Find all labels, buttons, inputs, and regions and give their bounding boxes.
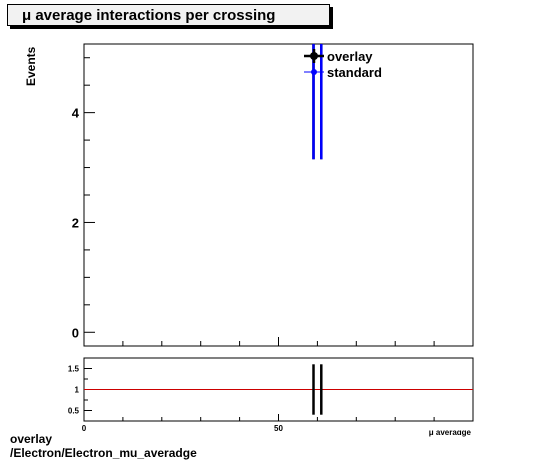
footer-line-2: /Electron/Electron_mu_averadge: [10, 446, 197, 460]
ratio-x-tick-label: 50: [274, 424, 283, 433]
footer-label: overlay /Electron/Electron_mu_averadge: [10, 432, 197, 460]
ratio-y-tick-label: 0.5: [68, 407, 80, 416]
legend-label-overlay: overlay: [327, 49, 373, 64]
title-box: μ average interactions per crossing: [7, 4, 330, 26]
ratio-y-tick-label: 1.5: [68, 365, 80, 374]
y-tick-label: 4: [72, 106, 80, 121]
ratio-x-tick-label: 0: [82, 424, 87, 433]
chart-title: μ average interactions per crossing: [22, 7, 276, 24]
ratio-plot: 0.5 1 1.5 0 50 μ averadge: [68, 364, 480, 437]
legend-marker-dot-overlay: [310, 52, 318, 60]
y-tick-label: 0: [72, 325, 79, 340]
legend-marker-dot-standard: [311, 69, 317, 75]
footer-line-1: overlay: [10, 432, 53, 446]
legend-label-standard: standard: [327, 65, 382, 80]
ratio-y-tick-label: 1: [75, 386, 80, 395]
x-axis-label-mask: [400, 422, 480, 431]
x-axis-label: μ averadge: [429, 428, 472, 437]
y-tick-label: 2: [72, 215, 79, 230]
main-plot: 0 2 4: [72, 44, 474, 346]
main-plot-frame: [83, 43, 474, 347]
